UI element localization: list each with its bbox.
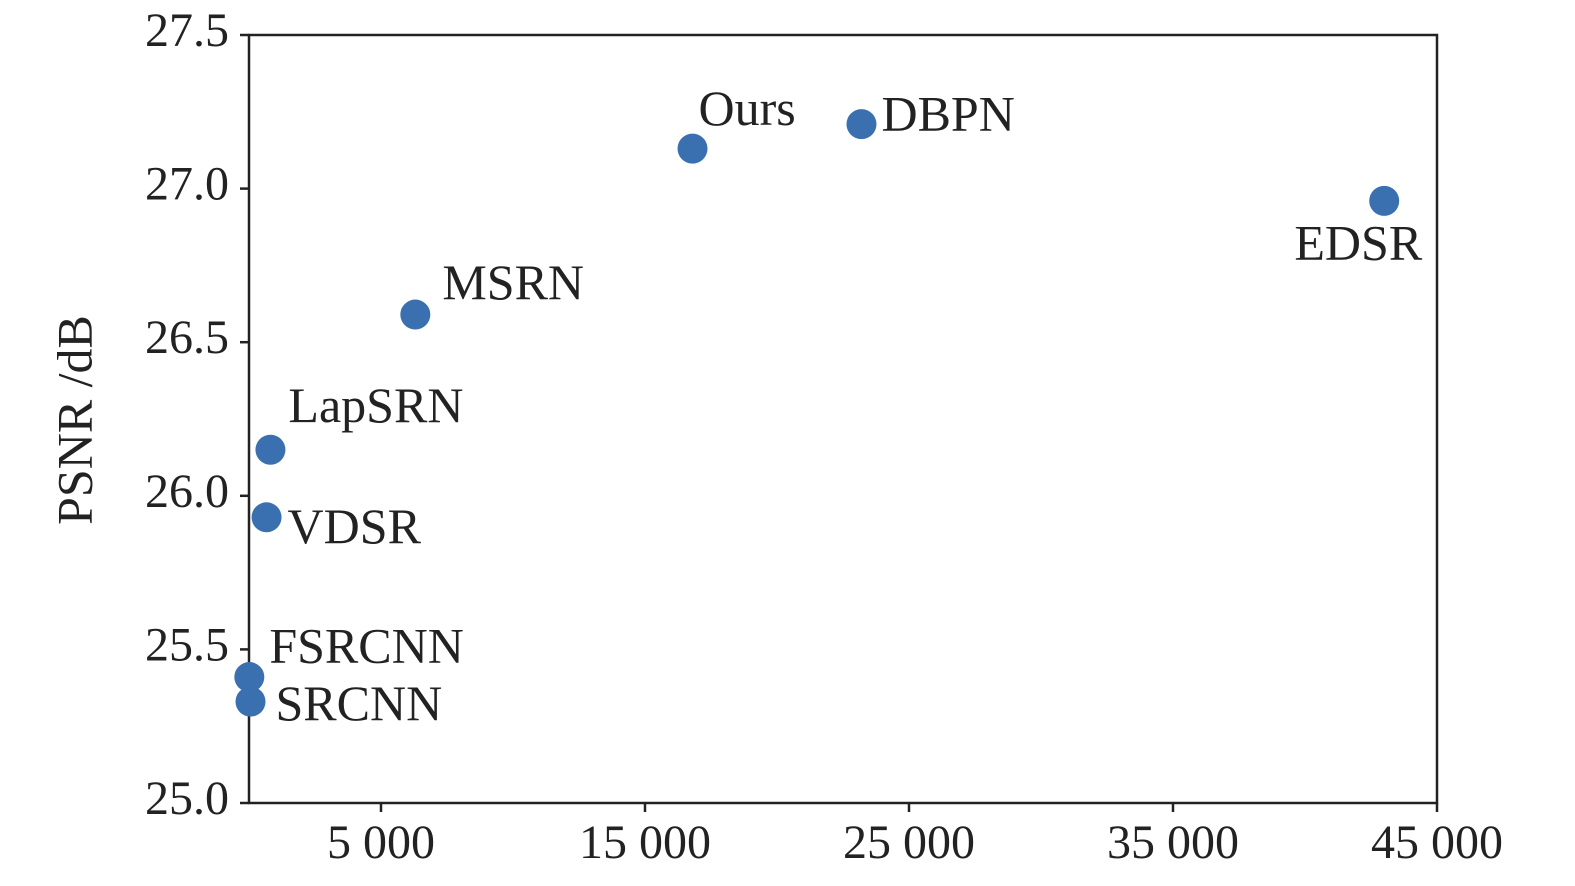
point <box>255 434 286 465</box>
x-tick-label: 45 000 <box>1371 816 1503 869</box>
x-tick-label: 5 000 <box>327 816 435 869</box>
y-tick-label: 26.5 <box>145 311 229 364</box>
point-label: EDSR <box>1294 214 1422 270</box>
point <box>1369 185 1400 216</box>
point-label: VDSR <box>288 498 422 554</box>
y-tick-label: 26.0 <box>145 465 229 518</box>
point <box>234 662 265 693</box>
point <box>677 133 708 164</box>
point-label: Ours <box>699 80 796 136</box>
point <box>400 299 431 330</box>
point <box>235 686 266 717</box>
x-tick-label: 35 000 <box>1107 816 1239 869</box>
point <box>846 109 877 140</box>
point-label: LapSRN <box>288 377 463 433</box>
point-label: FSRCNN <box>269 618 464 674</box>
point-label: SRCNN <box>276 675 443 731</box>
plot-frame <box>247 33 1439 805</box>
x-tick-label: 15 000 <box>579 816 711 869</box>
y-tick-label: 27.0 <box>145 158 229 211</box>
y-axis-label: PSNR /dB <box>46 315 102 525</box>
point <box>251 502 282 533</box>
y-tick-label: 27.5 <box>145 4 229 57</box>
x-tick-label: 25 000 <box>843 816 975 869</box>
y-tick-label: 25.0 <box>145 772 229 825</box>
y-tick-label: 25.5 <box>145 618 229 671</box>
point-label: MSRN <box>442 254 584 310</box>
point-label: DBPN <box>881 86 1014 142</box>
